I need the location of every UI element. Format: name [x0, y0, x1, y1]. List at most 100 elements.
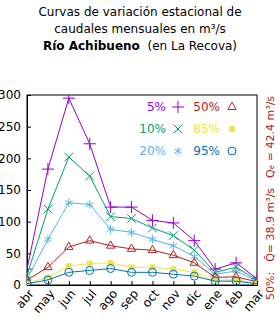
x-tick-mark — [132, 281, 133, 285]
plot-frame — [27, 95, 257, 285]
series-marker — [105, 201, 117, 213]
y-tick-label: 100 — [0, 215, 21, 229]
series-marker — [42, 163, 54, 175]
x-tick-label: ago — [95, 287, 120, 313]
legend-marker — [174, 125, 183, 134]
series-marker — [107, 225, 114, 233]
x-tick: nov — [158, 281, 183, 313]
x-tick-label: sep — [117, 287, 141, 312]
x-tick-label: mar — [241, 287, 267, 314]
legend-label: 85% — [193, 122, 220, 136]
y-axis: 050100150200250300 — [0, 88, 31, 292]
series-marker — [65, 153, 74, 162]
series — [27, 198, 257, 285]
x-tick: may — [30, 281, 58, 316]
series — [27, 265, 257, 285]
legend-marker — [229, 126, 235, 132]
y-tick-mark — [27, 127, 31, 128]
series-marker — [106, 241, 114, 248]
chart: Curvas de variación estacional decaudale… — [0, 0, 280, 320]
series-marker — [170, 241, 177, 249]
legend-marker — [172, 101, 184, 113]
legend-label: 5% — [147, 100, 166, 114]
series-marker — [146, 214, 158, 226]
legend-label: 95% — [193, 144, 220, 158]
series-marker — [191, 252, 198, 260]
y-tick-label: 250 — [0, 120, 21, 134]
series-marker — [127, 244, 135, 251]
series-marker — [65, 242, 73, 249]
legend: 5% 10% 20% 50% 85% 95% — [139, 100, 236, 158]
x-tick-mark — [69, 281, 70, 285]
title-group: Curvas de variación estacional decaudale… — [38, 5, 241, 53]
series-marker — [148, 224, 157, 233]
x-tick-label: jun — [55, 287, 78, 311]
x-tick-mark — [257, 281, 258, 285]
y-tick: 200 — [0, 152, 31, 166]
series-marker — [86, 236, 94, 243]
series — [27, 95, 257, 285]
legend-item: 10% — [139, 122, 182, 136]
series-marker — [125, 201, 137, 213]
legend-label: 20% — [139, 144, 166, 158]
plot-area — [27, 95, 257, 285]
y-tick: 50 — [6, 247, 31, 261]
y-tick: 300 — [0, 88, 31, 102]
subtitle-part: Río Achibueno — [43, 39, 140, 53]
series-marker — [86, 200, 93, 208]
series-marker — [232, 277, 240, 285]
series-marker — [44, 235, 51, 243]
x-tick-mark — [194, 281, 195, 285]
legend-item: 50% — [193, 100, 236, 114]
series-marker — [27, 280, 31, 285]
annotation: 50%: Q̄= 38.9 m³/s Qₑ = 42.4 m³/s — [264, 96, 277, 300]
series-marker — [85, 172, 94, 181]
series-marker — [87, 261, 93, 267]
x-tick-mark — [111, 281, 112, 285]
series-line — [27, 157, 257, 280]
series-marker — [254, 280, 257, 285]
legend-label: 50% — [193, 100, 220, 114]
series-marker — [190, 272, 198, 280]
x-tick: mar — [241, 281, 267, 314]
legend-marker — [228, 102, 236, 109]
series-marker — [148, 245, 156, 252]
x-tick-mark — [152, 281, 153, 285]
annotation-part: Qₑ = 42.4 m³/s — [264, 96, 277, 178]
series-marker — [190, 258, 198, 265]
y-tick: 100 — [0, 215, 31, 229]
series-marker — [169, 270, 177, 278]
x-tick-label: may — [30, 287, 58, 316]
x-tick: ene — [200, 281, 225, 313]
subtitle-part: (en La Recova) — [140, 39, 237, 53]
y-tick-mark — [27, 95, 31, 96]
series — [27, 153, 257, 284]
series-line — [27, 263, 257, 283]
series-marker — [44, 262, 52, 269]
series-marker — [169, 231, 178, 240]
series-marker — [44, 276, 52, 284]
x-axis-line — [28, 285, 258, 286]
x-tick: ago — [95, 281, 120, 313]
series-marker — [106, 212, 115, 221]
legend-label: 10% — [139, 122, 166, 136]
annotation-part: 50%: — [264, 272, 277, 300]
series-marker — [84, 138, 96, 150]
y-tick-label: 200 — [0, 152, 21, 166]
x-tick-label: ene — [200, 287, 225, 313]
y-tick: 150 — [0, 183, 31, 197]
x-axis: abrmayjunjulagosepoctnovdicenefebmar — [13, 281, 267, 316]
y-tick-label: 300 — [0, 88, 21, 102]
x-tick: jun — [55, 281, 78, 311]
series-marker — [128, 268, 136, 276]
series-marker — [86, 266, 94, 274]
series-marker — [167, 217, 179, 229]
series — [27, 260, 257, 285]
legend-item: 95% — [193, 144, 236, 158]
series-marker — [211, 277, 219, 285]
y-tick-label: 150 — [0, 183, 21, 197]
title: caudales mensuales en m³/s — [54, 22, 226, 36]
annotation-part: Q̄= 38.9 m³/s — [264, 188, 277, 262]
legend-item: 5% — [147, 100, 184, 114]
y-tick-mark — [27, 190, 31, 191]
